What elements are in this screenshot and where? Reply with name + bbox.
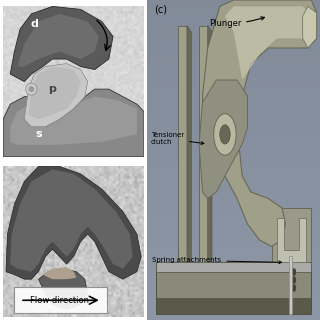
FancyBboxPatch shape [14,287,107,313]
Polygon shape [3,89,144,157]
Polygon shape [272,208,311,269]
Polygon shape [24,64,88,127]
Circle shape [292,276,296,284]
Polygon shape [10,169,133,272]
Polygon shape [43,267,76,279]
Polygon shape [208,26,212,269]
Circle shape [28,86,34,92]
Polygon shape [199,26,208,269]
Text: d: d [30,20,38,29]
Polygon shape [156,298,311,314]
Polygon shape [187,26,191,269]
Text: Tensioner
clutch: Tensioner clutch [151,132,204,145]
Polygon shape [199,80,247,198]
Polygon shape [303,6,316,48]
Text: Spring attachments: Spring attachments [152,257,282,264]
Polygon shape [10,6,113,82]
Polygon shape [10,97,137,145]
Polygon shape [289,256,292,314]
Polygon shape [38,269,88,309]
Circle shape [292,284,296,292]
Polygon shape [225,6,311,80]
Polygon shape [156,262,311,272]
Circle shape [292,268,296,276]
Polygon shape [178,26,187,269]
Polygon shape [277,218,306,262]
Text: Plunger: Plunger [209,17,264,28]
Circle shape [220,125,230,144]
Circle shape [26,83,37,95]
Polygon shape [17,14,99,67]
Text: (c): (c) [154,5,167,15]
Text: Flow direction: Flow direction [30,296,89,305]
Text: p: p [49,84,56,94]
Polygon shape [6,166,141,279]
Polygon shape [156,262,311,314]
Circle shape [214,114,236,155]
Polygon shape [203,0,316,246]
Text: s: s [35,129,42,139]
Polygon shape [28,67,81,119]
